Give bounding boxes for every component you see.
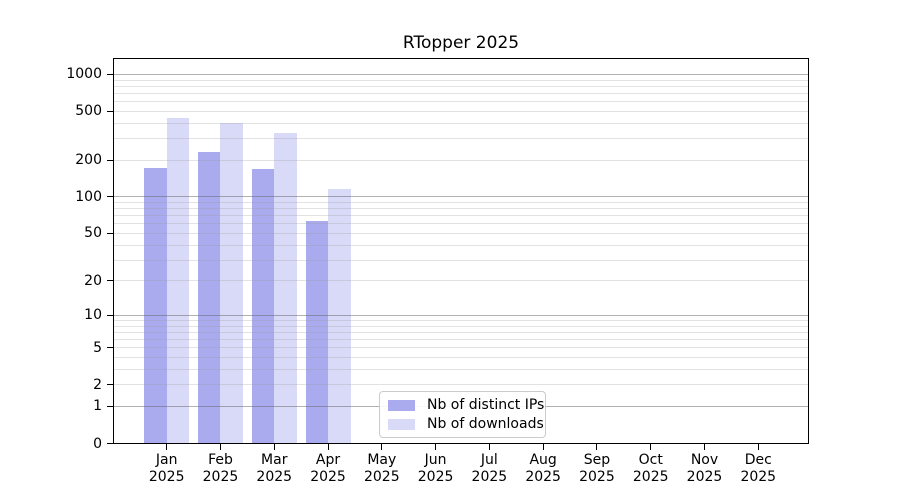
legend: Nb of distinct IPs Nb of downloads [379,391,546,438]
y-tick-mark [106,347,113,349]
legend-item-downloads: Nb of downloads [388,416,544,432]
gridline-minor [113,339,808,341]
gridline-minor [113,347,808,349]
y-tick-label: 2 [93,376,102,393]
x-tick-mark [166,443,168,450]
legend-item-distinct-ips: Nb of distinct IPs [388,397,544,413]
bar-downloads-mar [274,132,297,444]
x-tick-label: Sep 2025 [579,452,615,485]
gridline-minor [113,138,808,140]
y-tick-label: 500 [75,103,102,120]
bar-downloads-feb [220,123,243,444]
x-tick-label: Aug 2025 [525,452,561,485]
y-tick-mark [106,443,113,444]
x-tick-mark [704,443,705,450]
gridline-minor [113,259,808,261]
gridline-minor [113,85,808,87]
gridline-minor [113,384,808,386]
bar-distinct-ips-feb [197,151,221,444]
y-tick-mark [106,314,113,316]
y-tick-mark [106,405,113,407]
bar-downloads-apr [328,188,351,444]
gridline-major [113,196,808,198]
gridline-major [113,73,808,75]
gridline-minor [113,122,808,124]
y-tick-mark [106,196,113,198]
gridline-minor [113,208,808,210]
y-tick-label: 20 [84,272,102,289]
y-tick-mark [106,280,113,282]
x-tick-mark [219,443,221,450]
y-tick-mark [106,232,113,234]
gridline-minor [113,159,808,161]
gridline-minor [113,331,808,333]
y-tick-label: 1000 [66,66,102,83]
gridline-minor [113,368,808,370]
x-tick-mark [435,443,437,450]
gridline-minor [113,320,808,321]
gridline-minor [113,92,808,94]
y-tick-mark [106,110,113,112]
y-tick-label: 50 [84,225,102,242]
legend-swatch-distinct-ips [388,399,415,411]
x-tick-mark [273,443,275,450]
bar-distinct-ips-mar [251,168,275,444]
gridline-minor [113,202,808,204]
x-tick-label: Jan 2025 [148,452,185,485]
bar-distinct-ips-jan [144,167,167,444]
x-tick-mark [596,443,598,450]
x-tick-mark [488,443,490,450]
x-tick-label: Feb 2025 [202,452,239,485]
gridline-minor [113,215,808,217]
x-tick-label: Mar 2025 [256,452,293,485]
gridline-minor [113,110,808,112]
y-tick-mark [106,384,113,386]
x-tick-label: Apr 2025 [310,452,346,485]
gridline-minor [113,244,808,246]
y-tick-label: 200 [75,152,102,169]
gridline-minor [113,325,808,327]
x-tick-mark [757,443,759,450]
legend-label-distinct-ips: Nb of distinct IPs [427,397,545,413]
x-tick-mark [381,443,383,450]
y-tick-label: 10 [84,307,102,324]
gridline-minor [113,232,808,234]
y-tick-mark [106,159,113,161]
x-tick-label: Jun 2025 [417,452,454,485]
y-tick-label: 0 [93,435,102,452]
bar-distinct-ips-apr [305,221,329,444]
x-tick-mark [650,443,652,450]
gridline-major [113,314,808,316]
gridline-minor [113,101,808,103]
x-tick-label: Dec 2025 [740,452,777,485]
legend-swatch-downloads [388,418,415,430]
chart-title: RTopper 2025 [402,33,520,53]
x-tick-label: Nov 2025 [686,452,723,485]
y-tick-label: 100 [75,188,102,205]
y-tick-mark [106,73,113,75]
x-tick-label: Oct 2025 [632,452,669,485]
y-tick-label: 5 [93,339,102,356]
x-tick-mark [542,443,544,450]
legend-label-downloads: Nb of downloads [427,416,544,432]
gridline-minor [113,280,808,282]
gridline-minor [113,357,808,359]
gridline-minor [113,79,808,81]
bar-downloads-jan [166,118,190,444]
x-tick-label: Jul 2025 [471,452,508,485]
x-tick-mark [327,443,329,450]
gridline-minor [113,223,808,225]
x-tick-label: May 2025 [363,452,400,485]
y-tick-label: 1 [93,398,102,415]
